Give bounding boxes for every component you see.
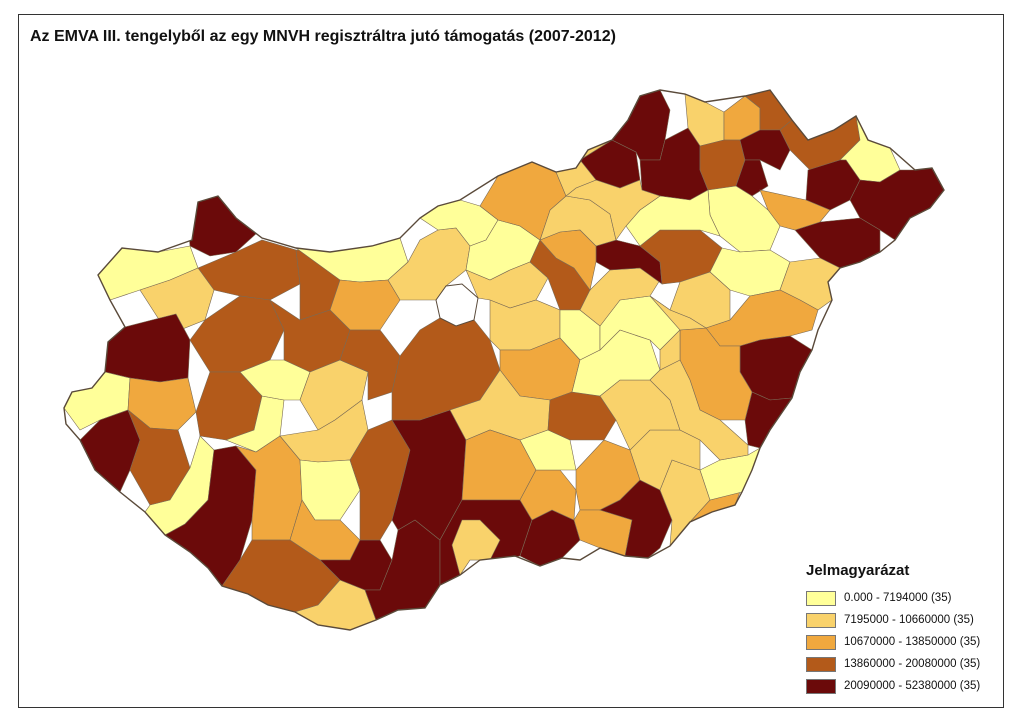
- district-region: [744, 391, 793, 449]
- legend-item-class-1: 0.000 - 7194000 (35): [806, 587, 996, 609]
- legend-item-class-2: 7195000 - 10660000 (35): [806, 609, 996, 631]
- legend-label: 13860000 - 20080000 (35): [844, 658, 981, 670]
- legend-item-class-3: 10670000 - 13850000 (35): [806, 631, 996, 653]
- legend: Jelmagyarázat 0.000 - 7194000 (35) 71950…: [806, 562, 996, 697]
- legend-swatch: [806, 634, 836, 650]
- budapest-hole: [435, 283, 479, 327]
- district-region: [465, 261, 549, 309]
- district-region: [387, 227, 471, 301]
- district-region: [451, 519, 501, 576]
- district-region: [735, 159, 769, 197]
- legend-label: 20090000 - 52380000 (35): [844, 680, 981, 692]
- legend-swatch: [806, 590, 836, 606]
- legend-swatch: [806, 656, 836, 672]
- legend-item-class-4: 13860000 - 20080000 (35): [806, 653, 996, 675]
- legend-label: 7195000 - 10660000 (35): [844, 614, 974, 626]
- legend-label: 0.000 - 7194000 (35): [844, 592, 952, 604]
- district-region: [599, 479, 673, 559]
- legend-title: Jelmagyarázat: [806, 562, 910, 579]
- map-title: Az EMVA III. tengelyből az egy MNVH regi…: [30, 28, 616, 45]
- district-region: [649, 295, 707, 371]
- legend-swatch: [806, 678, 836, 694]
- legend-item-class-5: 20090000 - 52380000 (35): [806, 675, 996, 697]
- legend-label: 10670000 - 13850000 (35): [844, 636, 981, 648]
- districts-layer: [64, 90, 944, 630]
- district-region: [339, 329, 401, 401]
- district-region: [104, 313, 191, 383]
- legend-swatch: [806, 612, 836, 628]
